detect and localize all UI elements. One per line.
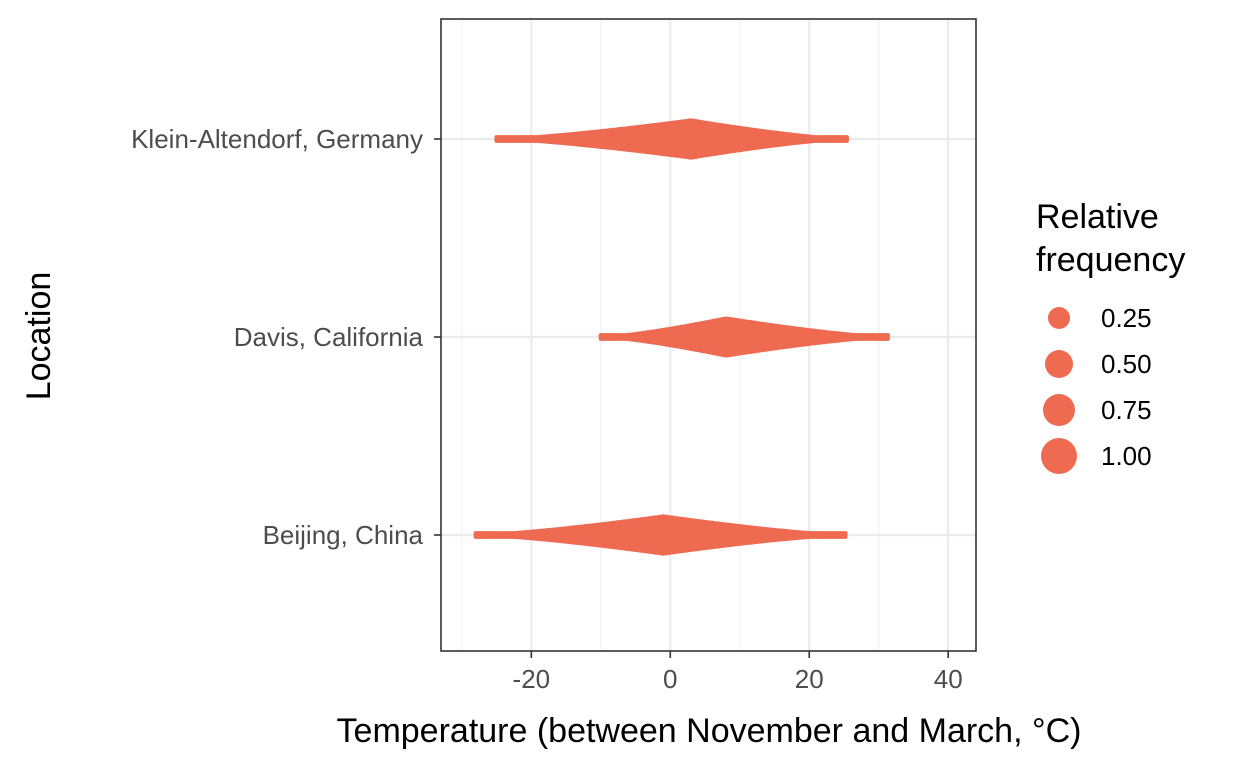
x-tick-label: 20 bbox=[795, 664, 824, 694]
data-marks bbox=[473, 118, 890, 556]
y-tick-label: Beijing, China bbox=[263, 520, 424, 550]
series-dots bbox=[473, 514, 848, 556]
x-axis-title: Temperature (between November and March,… bbox=[337, 712, 1082, 750]
legend-key bbox=[1045, 350, 1073, 378]
legend-title-line-1: Relative bbox=[1036, 198, 1159, 236]
legend-label: 0.50 bbox=[1101, 349, 1152, 379]
legend-label: 0.75 bbox=[1101, 395, 1152, 425]
data-dot bbox=[885, 336, 890, 341]
data-dot bbox=[844, 138, 849, 143]
plot-border bbox=[440, 18, 977, 652]
series-dots bbox=[494, 118, 849, 160]
x-tick-label: -20 bbox=[513, 664, 551, 694]
x-axis: -20 0 20 40 bbox=[513, 651, 963, 694]
series-dots bbox=[598, 316, 890, 358]
data-dot bbox=[843, 534, 848, 539]
legend-label: 1.00 bbox=[1101, 441, 1152, 471]
legend: Relative frequency 0.25 0.50 0.75 1.00 bbox=[1036, 198, 1185, 474]
legend-title-line-2: frequency bbox=[1036, 241, 1185, 279]
legend-key bbox=[1041, 438, 1077, 474]
legend-label: 0.25 bbox=[1101, 303, 1152, 333]
legend-key bbox=[1048, 307, 1070, 329]
y-tick-label: Klein-Altendorf, Germany bbox=[131, 124, 423, 154]
y-tick-label: Davis, California bbox=[234, 322, 424, 352]
y-axis: Klein-Altendorf, Germany Davis, Californi… bbox=[131, 124, 441, 550]
x-tick-label: 0 bbox=[663, 664, 677, 694]
x-tick-label: 40 bbox=[934, 664, 963, 694]
legend-items: 0.25 0.50 0.75 1.00 bbox=[1041, 303, 1152, 474]
y-axis-title: Location bbox=[20, 272, 58, 401]
legend-key bbox=[1043, 394, 1075, 426]
